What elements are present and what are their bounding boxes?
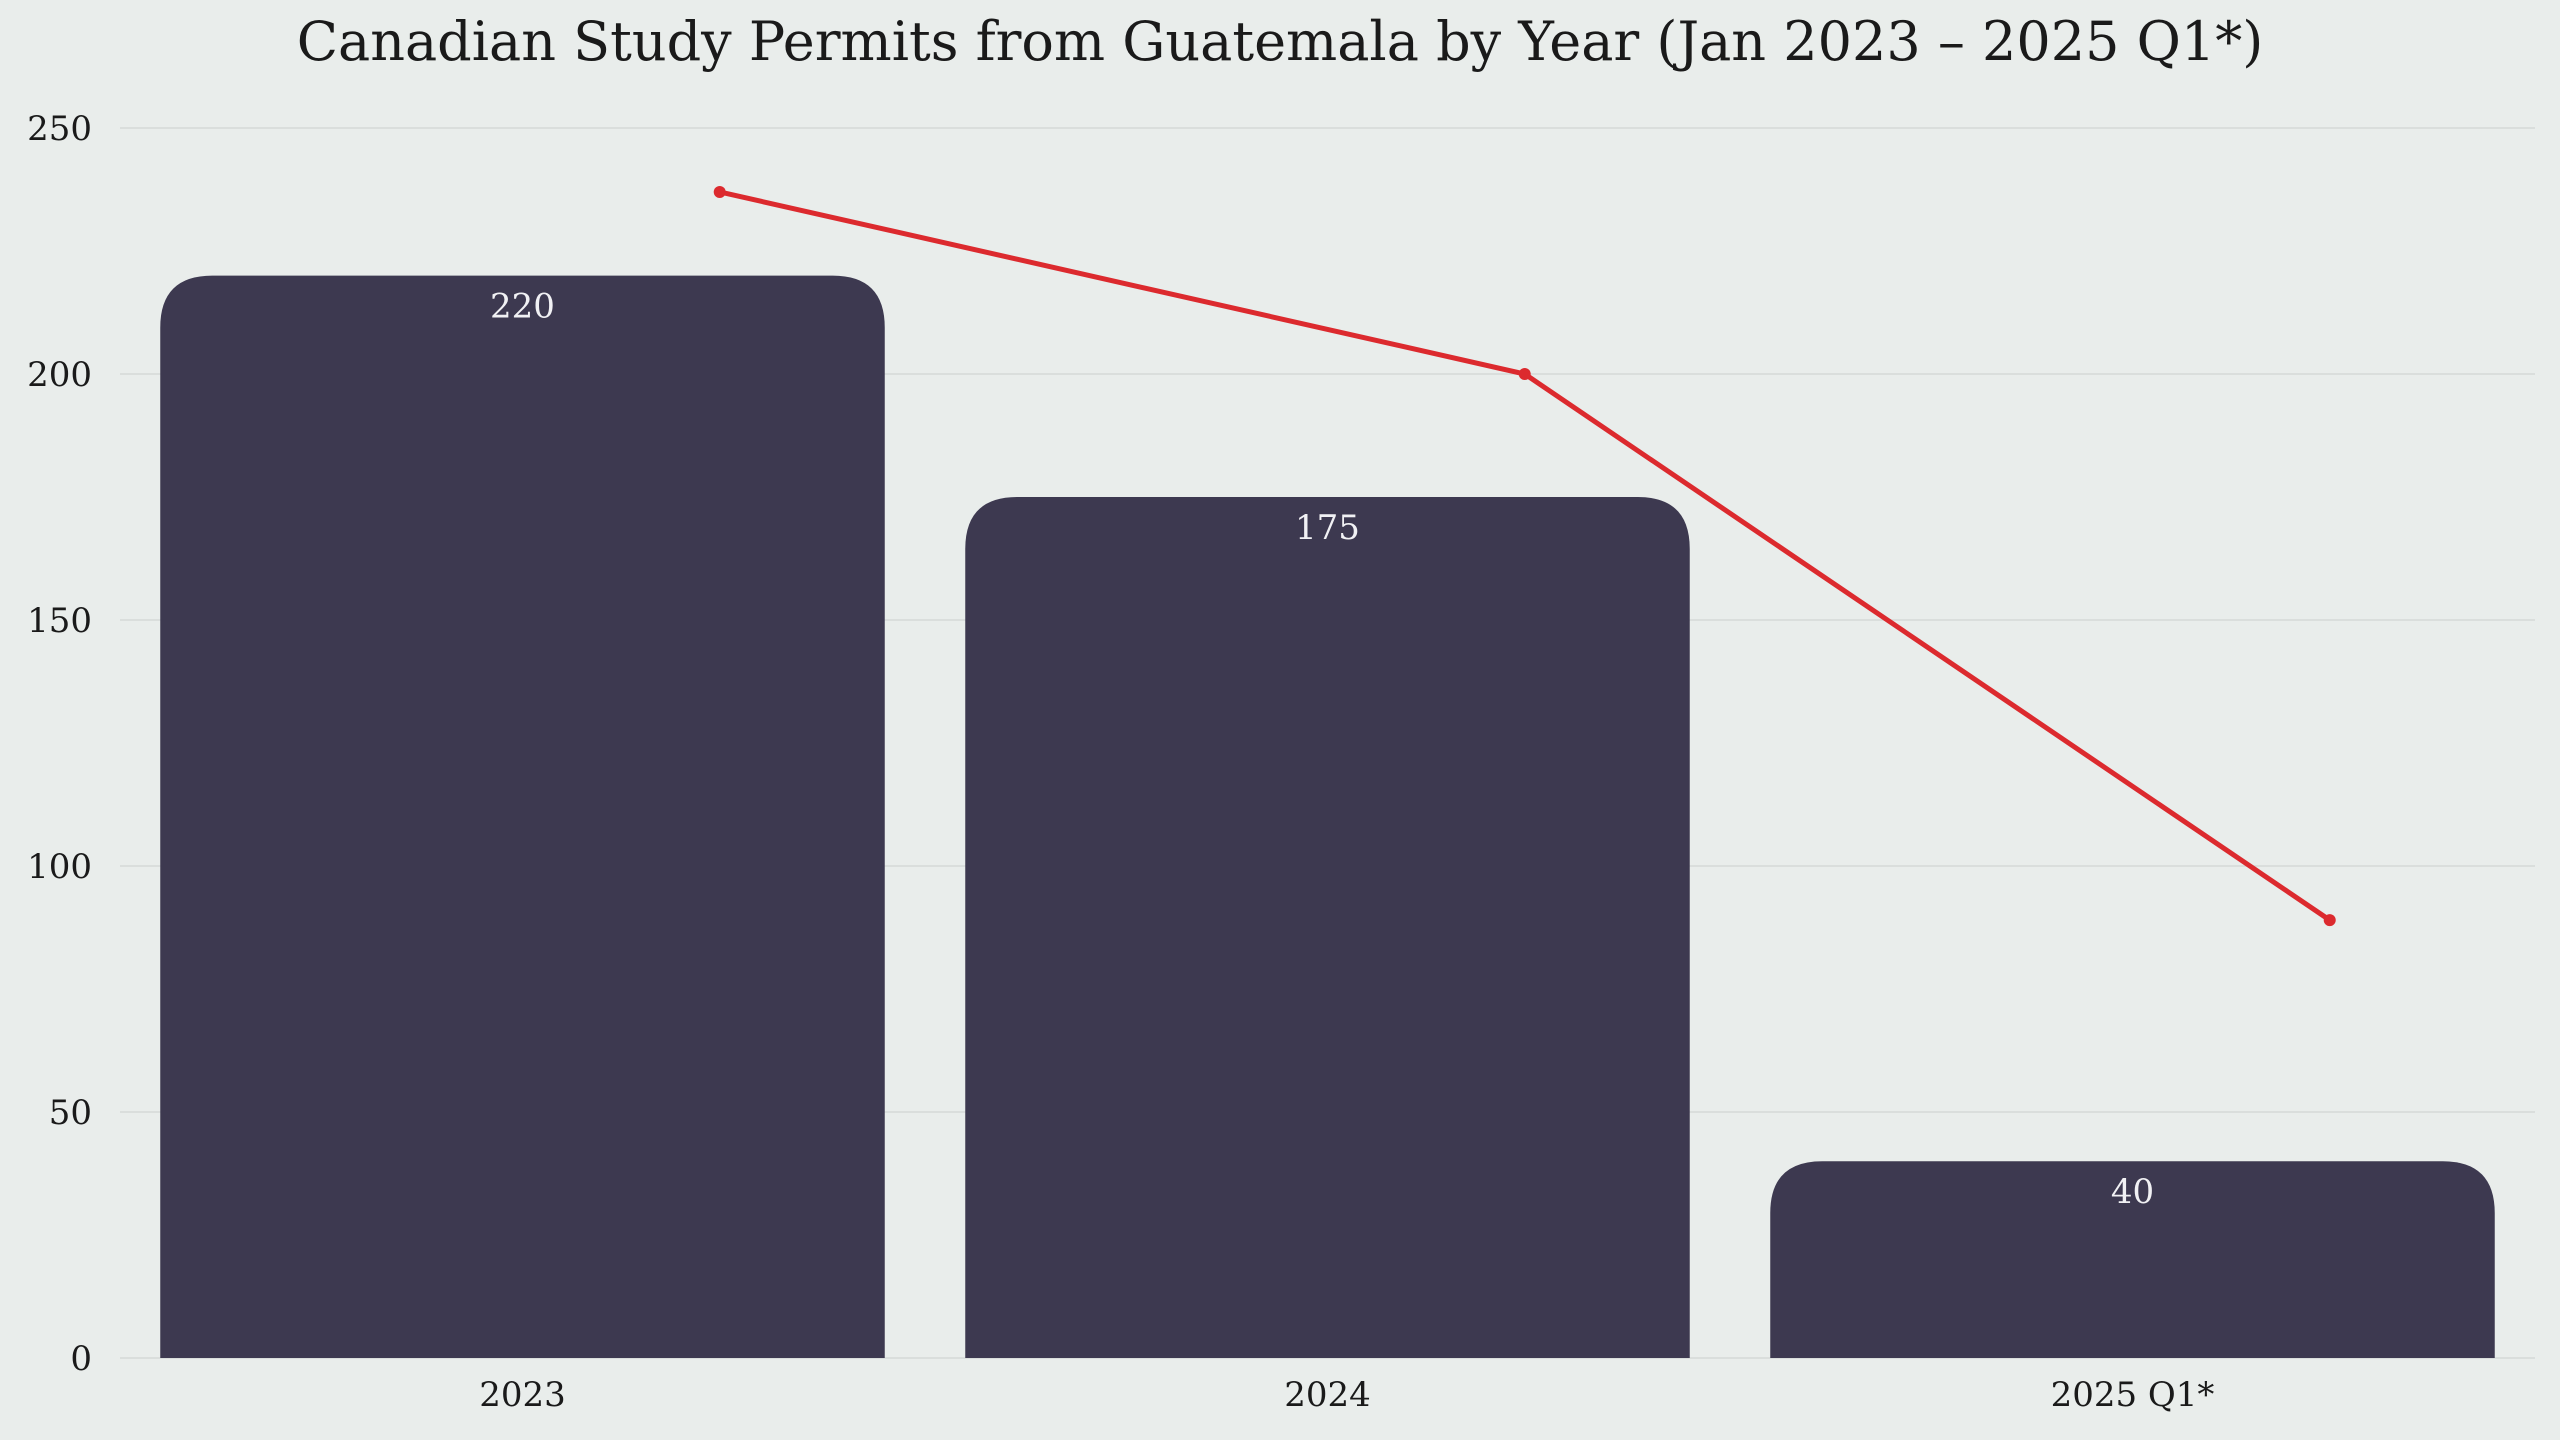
bar-labels: 220 175 40 (490, 287, 2154, 1213)
y-tick-label: 200 (27, 355, 92, 395)
y-tick-label: 150 (27, 601, 92, 641)
trend-point (1518, 368, 1531, 380)
bar-value-label: 220 (490, 287, 555, 327)
trend-point (2323, 914, 2336, 927)
x-axis-ticks: 2023 2024 2025 Q1* (479, 1375, 2214, 1415)
x-tick-label: 2025 Q1* (2051, 1375, 2215, 1415)
bar-2024 (965, 497, 1690, 1358)
bars (160, 275, 2495, 1359)
y-axis-ticks: 0 50 100 150 200 250 (27, 109, 92, 1379)
bar-value-label: 40 (2111, 1172, 2154, 1212)
x-tick-label: 2024 (1284, 1375, 1371, 1415)
trend-point (713, 185, 726, 198)
chart-title: Canadian Study Permits from Guatemala by… (297, 10, 2264, 73)
y-tick-label: 100 (27, 847, 92, 887)
trend-line-group (713, 185, 2336, 927)
y-tick-label: 0 (70, 1339, 92, 1379)
bar-value-label: 175 (1295, 508, 1360, 548)
y-tick-label: 250 (27, 109, 92, 149)
x-tick-label: 2023 (479, 1375, 566, 1415)
y-tick-label: 50 (49, 1093, 92, 1133)
bar-2025-q1- (1770, 1161, 2495, 1358)
bar-2023 (160, 275, 885, 1359)
